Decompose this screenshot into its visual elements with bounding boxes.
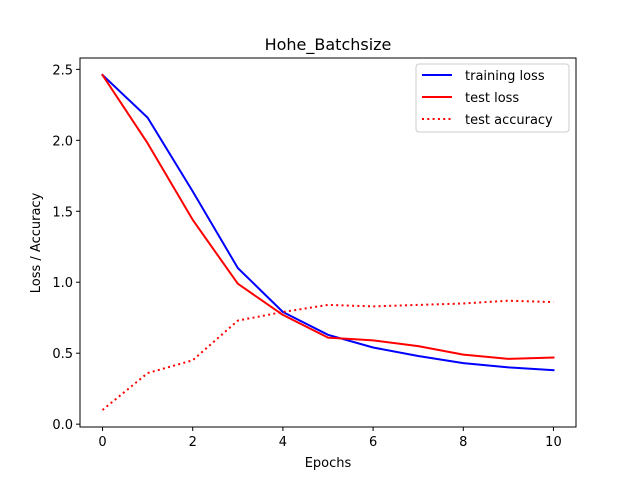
y-tick-label: 0.0	[52, 418, 73, 433]
series-line-test-loss	[101, 73, 555, 360]
x-tick-label: 10	[545, 435, 562, 450]
series-line-training-loss	[101, 73, 555, 372]
legend-label-test-accuracy: test accuracy	[465, 113, 553, 128]
x-tick-label: 6	[369, 435, 377, 450]
x-tick-label: 8	[459, 435, 467, 450]
x-tick-label: 2	[189, 435, 197, 450]
y-tick-label: 1.5	[52, 205, 73, 220]
y-tick-label: 1.0	[52, 276, 73, 291]
y-tick-label: 0.5	[52, 347, 73, 362]
plot-area: 0 2 4 6 8 10 0.0 0.5 1.0 1.5 2.0 2.5 training loss te…	[52, 57, 577, 450]
x-axis-title: Epochs	[305, 456, 352, 471]
y-axis-title: Loss / Accuracy	[29, 192, 44, 293]
x-tick-label: 0	[98, 435, 106, 450]
chart-title: Hohe_Batchsize	[265, 35, 392, 55]
legend-label-training-loss: training loss	[465, 69, 545, 84]
y-tick-label: 2.0	[52, 134, 73, 149]
y-tick-label: 2.5	[52, 63, 73, 78]
axes-frame	[79, 57, 577, 428]
legend-label-test-loss: test loss	[465, 91, 519, 106]
legend-box	[415, 63, 570, 133]
x-tick-label: 4	[279, 435, 287, 450]
